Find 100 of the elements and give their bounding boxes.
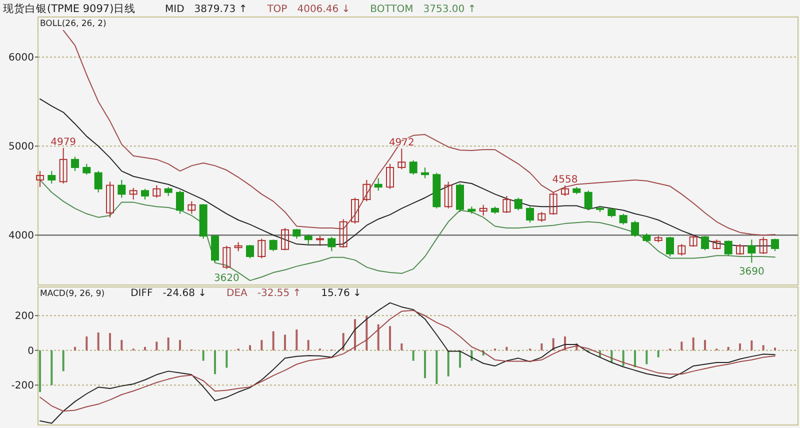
bar [120,340,123,350]
text: 4006.46 ↓ [297,4,350,15]
bar [39,350,41,392]
y-tick-label: 4000 [8,230,34,242]
annotation: 3690 [738,266,764,278]
candlestick [152,184,161,198]
candlestick [82,163,91,176]
legend-title: MACD(9, 26, 9) [40,289,105,299]
bar [296,330,298,350]
candlestick [409,160,418,176]
candlestick [584,190,592,211]
bar [762,345,764,350]
bar [447,350,450,376]
candlestick [316,236,324,246]
candlestick [748,239,756,264]
candlestick [514,197,522,211]
text: DIFF [130,288,153,299]
candlestick [141,188,149,200]
candlestick [269,239,278,252]
candlestick [666,236,674,258]
bar [109,333,111,350]
bar [400,343,403,350]
candlestick [36,170,44,188]
bar [214,350,216,374]
bar [249,345,251,350]
bar [540,343,543,350]
bar [634,350,636,368]
candlestick [258,238,266,259]
candlestick [129,187,138,200]
line-series [40,310,776,412]
bar [646,350,648,364]
bar [739,343,741,350]
bar [226,350,228,368]
candlestick [94,170,102,193]
bar [74,346,76,350]
bar [424,350,426,378]
bar [692,338,694,350]
bar [97,332,100,350]
annotation: 15.76 ↓ [321,288,362,299]
y-tick-label: 200 [14,311,34,322]
candlestick [549,192,558,216]
bar [156,342,158,350]
text: BOTTOM [370,4,414,15]
bar [377,324,380,350]
annotation: -24.68 ↓ [162,288,207,299]
candlestick [48,170,56,184]
candlestick [771,238,779,252]
bar [470,350,473,361]
candlestick [246,244,254,259]
candlestick [292,228,301,240]
bar [412,350,414,361]
candlestick [188,200,196,214]
bar [552,338,554,350]
text: 3753.00 ↑ [423,4,476,15]
bar [342,333,344,350]
candlestick [678,244,686,256]
bar [506,346,508,350]
annotation: -32.55 ↑ [257,288,302,299]
candlestick [561,184,569,196]
candlestick [526,206,534,224]
candlestick [421,166,429,179]
bar [202,350,204,361]
candlestick [362,179,371,202]
bar [167,338,170,350]
candlestick [712,239,721,250]
candlestick [736,244,744,256]
annotation: 4558 [552,174,578,186]
candlestick [444,181,452,209]
annotation: 4979 [50,136,76,148]
candlestick [701,236,709,251]
candlestick [71,156,79,172]
text: 3879.73 ↑ [194,4,248,15]
line-series [40,302,776,424]
bar [260,340,263,350]
bar [750,340,753,350]
bar [50,350,53,386]
candlestick [398,148,406,170]
bar [307,340,310,350]
candlestick [176,190,184,214]
bar [727,346,730,350]
bar [354,319,356,350]
candlestick [689,234,698,248]
candlestick [386,163,394,190]
candlestick [351,197,359,224]
text: DEA [226,288,248,299]
candlestick [118,179,126,198]
candlestick [631,220,639,238]
bar [86,336,88,350]
candlestick [304,234,312,245]
candlestick [339,218,348,248]
annotation: 3620 [214,272,240,284]
candlestick [479,204,488,216]
candlestick [502,195,511,214]
candlestick [759,236,768,254]
candlestick [59,147,68,184]
bar [366,316,368,350]
bar [622,350,624,366]
legend-title: BOLL(26, 26, 2) [40,19,106,29]
bar [389,326,391,350]
candlestick [106,181,114,218]
